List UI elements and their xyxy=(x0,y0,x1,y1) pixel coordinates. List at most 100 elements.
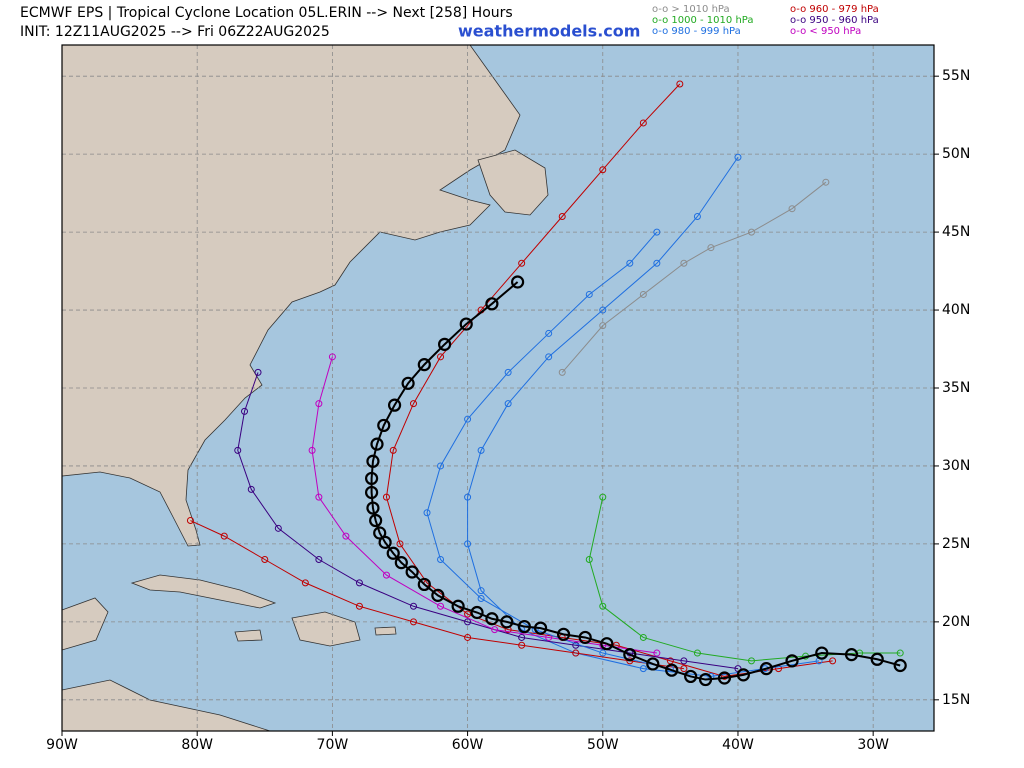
legend-label: o-o 950 - 960 hPa xyxy=(790,15,879,26)
track-point xyxy=(680,657,688,665)
track-point xyxy=(684,669,698,684)
track-point xyxy=(464,610,472,618)
track-point xyxy=(815,646,829,660)
track-point xyxy=(410,400,418,408)
track-point xyxy=(572,649,580,657)
track-point xyxy=(464,540,472,548)
track-point xyxy=(623,648,637,662)
track-point xyxy=(382,571,390,579)
track-point xyxy=(578,630,592,645)
track-point xyxy=(355,602,363,610)
track-point xyxy=(639,119,647,127)
y-tick-label: 50N xyxy=(942,146,970,162)
track-point xyxy=(870,652,884,666)
track-point xyxy=(342,532,350,540)
track-line xyxy=(385,83,833,677)
track-point xyxy=(220,532,228,540)
track-point xyxy=(599,602,607,610)
cuba xyxy=(130,574,277,609)
track-point xyxy=(585,290,593,298)
track-point xyxy=(665,663,679,677)
track-point xyxy=(373,526,387,540)
x-tick-label: 80W xyxy=(181,737,213,753)
track-point xyxy=(464,415,472,423)
track-line xyxy=(370,281,901,681)
y-tick-label: 15N xyxy=(942,692,970,708)
track-point xyxy=(518,259,526,267)
track-point xyxy=(382,493,390,501)
track-point xyxy=(734,153,742,161)
track-point xyxy=(485,612,499,626)
track-point xyxy=(504,400,512,408)
track-point xyxy=(464,633,472,641)
track-point xyxy=(186,517,194,525)
y-tick-label: 55N xyxy=(942,68,970,84)
legend-label: o-o 960 - 979 hPa xyxy=(790,4,879,15)
track-point xyxy=(417,358,431,372)
track-point xyxy=(370,437,384,451)
track-point xyxy=(676,80,684,88)
y-tick-label: 25N xyxy=(942,536,970,552)
title: ECMWF EPS | Tropical Cyclone Location 05… xyxy=(20,5,513,21)
y-tick-label: 35N xyxy=(942,380,970,396)
track-point xyxy=(896,649,904,657)
track-point xyxy=(511,275,525,289)
track-point xyxy=(822,178,830,186)
track-line xyxy=(237,372,739,670)
track-point xyxy=(366,454,380,468)
x-tick-label: 30W xyxy=(857,737,889,753)
track-point xyxy=(747,657,755,665)
y-tick-label: 30N xyxy=(942,458,970,474)
track-point xyxy=(500,615,514,629)
track-point xyxy=(599,493,607,501)
track-point xyxy=(599,306,607,314)
track-point xyxy=(693,213,701,220)
track-point xyxy=(518,633,526,641)
track-point xyxy=(387,398,402,412)
track-point xyxy=(451,599,465,613)
x-tick-label: 60W xyxy=(452,737,484,753)
track-point xyxy=(410,618,418,626)
track-line xyxy=(561,181,827,373)
track-point xyxy=(736,668,750,682)
legend-label: o-o 1000 - 1010 hPa xyxy=(652,15,753,26)
track-point xyxy=(470,605,484,620)
track-point xyxy=(355,579,363,587)
track-point xyxy=(315,400,323,408)
legend-label: o-o > 1010 hPa xyxy=(652,4,730,15)
track-point xyxy=(410,602,418,610)
track-point xyxy=(558,368,566,376)
y-tick-label: 40N xyxy=(942,302,970,318)
subtitle: INIT: 12Z11AUG2025 --> Fri 06Z22AUG2025 xyxy=(20,24,330,40)
track-point xyxy=(693,649,701,657)
track-point xyxy=(491,626,499,634)
track-point xyxy=(369,513,383,528)
track-point xyxy=(315,556,323,563)
track-point xyxy=(518,641,526,649)
track-point xyxy=(464,493,472,501)
track-point xyxy=(389,446,397,454)
track-point xyxy=(680,259,688,267)
axes: 90W 80W 70W 60W 50W 40W 30W 15N 20N 25N 30N 35N 40N 4… xyxy=(46,68,970,753)
track-point xyxy=(646,657,660,671)
track-point xyxy=(653,259,661,267)
track-point xyxy=(437,556,445,563)
track-point xyxy=(556,627,571,641)
track-point xyxy=(261,556,269,563)
track-point xyxy=(254,368,262,376)
track-point xyxy=(844,648,859,662)
jamaica xyxy=(234,629,263,642)
hispaniola xyxy=(291,611,361,647)
track-point xyxy=(437,602,445,610)
legend-label: o-o 980 - 999 hPa xyxy=(652,26,741,37)
track-point xyxy=(417,577,431,592)
track-point xyxy=(386,546,400,560)
track-point xyxy=(459,317,473,331)
track-point xyxy=(653,228,661,236)
track-point xyxy=(585,556,593,563)
track-point xyxy=(698,672,713,687)
x-tick-label: 40W xyxy=(722,737,754,753)
track-point xyxy=(437,337,452,351)
